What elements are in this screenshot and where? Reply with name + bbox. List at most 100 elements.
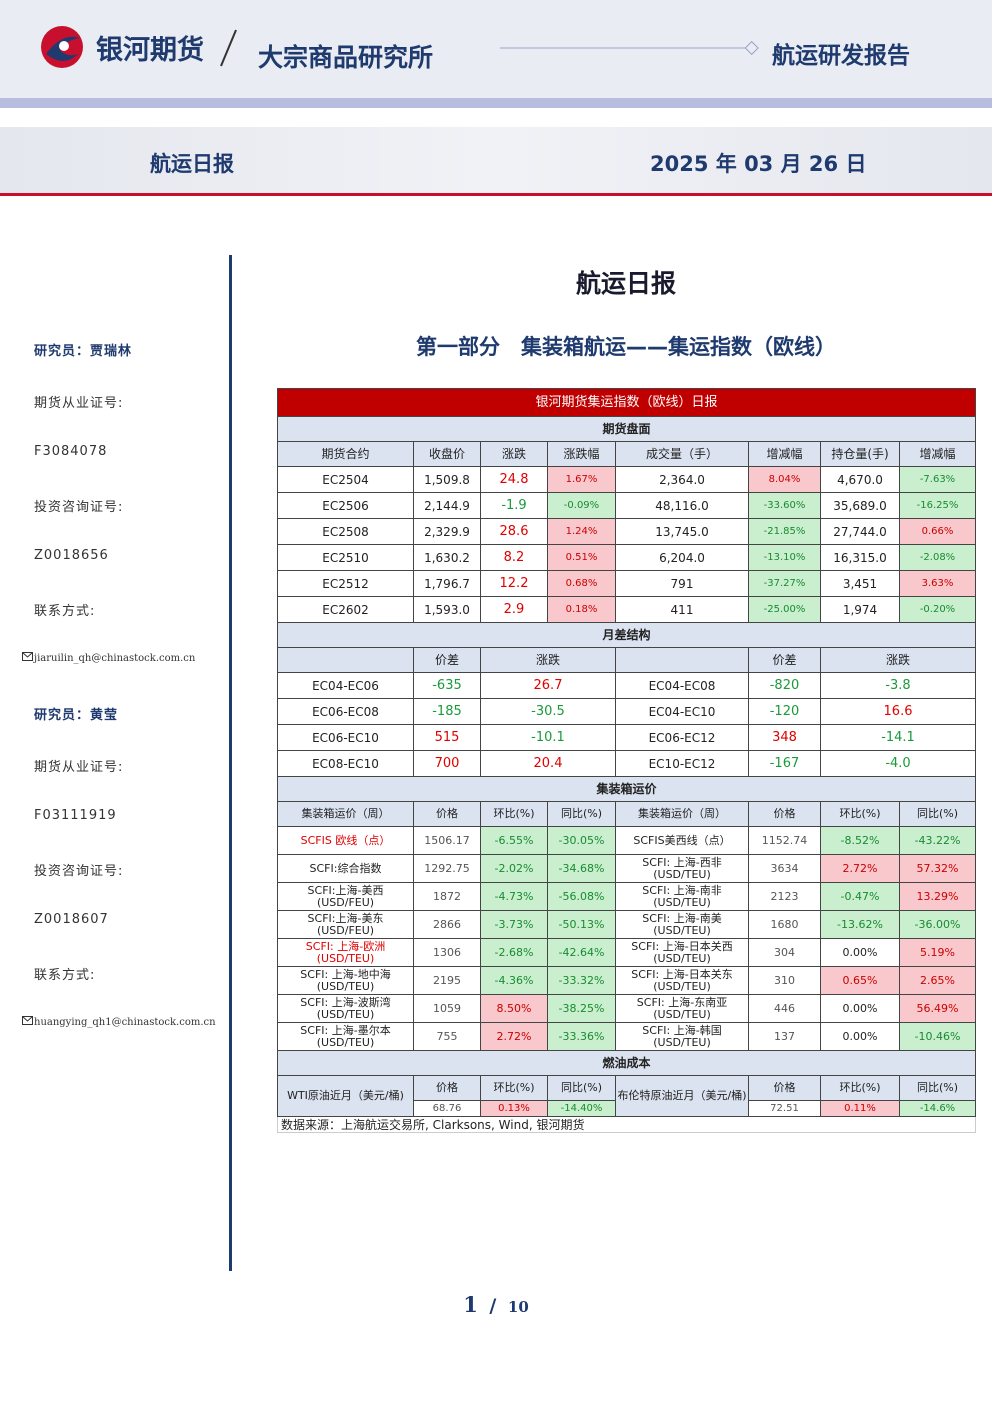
table-cell: 环比(%): [820, 1075, 900, 1101]
table-cell: [277, 647, 414, 673]
stripe: [0, 98, 992, 108]
table-cell: 28.6: [480, 518, 548, 545]
side-item: F03111919: [34, 808, 117, 823]
main-title: 航运日报: [575, 269, 676, 298]
table-cell: SCFI:上海-美东 (USD/FEU): [277, 910, 414, 939]
table-cell: -167: [748, 750, 821, 777]
table-cell: 3,451: [820, 570, 900, 597]
table-cell: -2.02%: [480, 854, 548, 883]
table-cell: -56.08%: [547, 882, 616, 911]
table-row: EC2506 2,144.9 -1.9 -0.09% 48,116.0 -33.60% 35…: [277, 492, 977, 519]
table-cell: -38.25%: [547, 994, 616, 1023]
table-cell: 5.19%: [898, 938, 977, 967]
table-cell: SCFI:综合指数: [277, 854, 414, 883]
table-cell: SCFI: 上海-西非 (USD/TEU): [615, 854, 749, 883]
table-cell: 1,593.0: [413, 596, 481, 623]
table-cell: -635: [413, 672, 481, 699]
table-cell: 6,204.0: [615, 544, 749, 571]
side-text: 投资咨询证号:: [34, 500, 124, 515]
table-cell: -0.47%: [820, 882, 900, 911]
table-cell: 期货合约: [277, 441, 414, 467]
table-cell: 集装箱运价: [276, 776, 977, 802]
side-text: 投资咨询证号:: [34, 864, 124, 879]
table-cell: 0.11%: [820, 1100, 900, 1117]
banner-title: 航运日报: [150, 152, 234, 176]
table-cell: 集装箱运价（周）: [615, 801, 749, 827]
rule: [500, 40, 759, 56]
table-cell: EC06-EC10: [277, 724, 414, 751]
table-cell: 燃油成本: [276, 1050, 977, 1076]
table-cell: 同比(%): [898, 801, 977, 827]
table-cell: SCFI: 上海-韩国 (USD/TEU): [615, 1022, 749, 1051]
table-cell: 57.32%: [898, 854, 977, 883]
table-cell: 1059: [413, 994, 481, 1023]
table-cell: 1,796.7: [413, 570, 481, 597]
data-table: 银河期货集运指数（欧线）日报 期货盘面 期货合约 收盘价 涨跌 涨跌幅 成交量（手） 增减幅持…: [276, 388, 977, 1133]
table-cell: SCFIS美西线（点）: [615, 826, 749, 855]
table-cell: -42.64%: [547, 938, 616, 967]
table-cell: 2,329.9: [413, 518, 481, 545]
table-cell: [615, 647, 749, 673]
table-cell: -43.22%: [898, 826, 977, 855]
table-cell: -13.10%: [748, 544, 821, 571]
side-item: 联系方式:: [34, 964, 95, 983]
side-item: 投资咨询证号:: [34, 496, 123, 515]
table-cell: SCFI: 上海-日本关西 (USD/TEU): [615, 938, 749, 967]
table-cell: 月差结构: [276, 622, 977, 648]
table-cell: 8.04%: [748, 466, 821, 493]
table-cell: SCFIS 欧线（点）: [277, 826, 414, 855]
table-cell: 2866: [413, 910, 481, 939]
table-cell: 348: [748, 724, 821, 751]
side-text: F03111919: [34, 808, 117, 823]
table-cell: 同比(%): [898, 1075, 977, 1101]
report-type: 航运研发报告: [772, 43, 910, 69]
table-cell: -33.60%: [748, 492, 821, 519]
side-text: jiaruilin_qh@chinastock.com.cn: [34, 653, 196, 664]
table-cell: 价格: [413, 801, 481, 827]
table-cell: -33.36%: [547, 1022, 616, 1051]
table-cell: -30.05%: [547, 826, 616, 855]
table-row: EC2602 1,593.0 2.9 0.18% 411 -25.00% 1,974 -0.2…: [277, 596, 977, 623]
table-cell: 收盘价: [413, 441, 481, 467]
side-item: Z0018656: [34, 548, 109, 563]
table-row: SCFI:上海-美西 (USD/FEU) 1872 -4.73% -56.08% SCF…: [277, 882, 977, 911]
table-cell: 13.29%: [898, 882, 977, 911]
table-cell: 涨跌: [480, 441, 548, 467]
table-row: EC2510 1,630.2 8.2 0.51% 6,204.0 -13.10% 16,31…: [277, 544, 977, 571]
table-cell: -25.00%: [748, 596, 821, 623]
email: jiaruilin_qh@chinastock.com.cn: [22, 652, 195, 664]
table-cell: -0.09%: [547, 492, 616, 519]
table-row: SCFI:上海-美东 (USD/FEU) 2866 -3.73% -50.13% SCF…: [277, 910, 977, 939]
table-cell: EC2510: [277, 544, 414, 571]
table-cell: WTI原油近月（美元/桶): [277, 1075, 414, 1117]
table-cell: 1292.75: [413, 854, 481, 883]
table-cell: 1,509.8: [413, 466, 481, 493]
table-cell: 价差: [413, 647, 481, 673]
table-cell: 12.2: [480, 570, 548, 597]
table-cell: SCFI: 上海-南非 (USD/TEU): [615, 882, 749, 911]
table-cell: -1.9: [480, 492, 548, 519]
table-cell: -10.1: [480, 724, 616, 751]
side-text: 期货从业证号:: [34, 396, 124, 411]
table-cell: 期货盘面: [276, 416, 977, 442]
table-cell: SCFI:上海-美西 (USD/FEU): [277, 882, 414, 911]
table-row: SCFI: 上海-地中海 (USD/TEU) 2195 -4.36% -33.32% S…: [277, 966, 977, 995]
table-cell: 1506.17: [413, 826, 481, 855]
table-cell: -120: [748, 698, 821, 725]
total: 10: [507, 1298, 529, 1316]
table-row: 银河期货集运指数（欧线）日报: [276, 388, 977, 417]
table-cell: 16,315.0: [820, 544, 900, 571]
side-text: 联系方式:: [34, 968, 96, 983]
table-cell: 1,630.2: [413, 544, 481, 571]
table-cell: -820: [748, 672, 821, 699]
side-text: huangying_qh1@chinastock.com.cn: [34, 1017, 216, 1028]
table-cell: -16.25%: [898, 492, 977, 519]
table-cell: 24.8: [480, 466, 548, 493]
table-cell: 515: [413, 724, 481, 751]
table-cell: 137: [748, 1022, 821, 1051]
table-cell: SCFI: 上海-地中海 (USD/TEU): [277, 966, 414, 995]
table-cell: 4,670.0: [820, 466, 900, 493]
red-line: [0, 193, 992, 196]
table-cell: 2.9: [480, 596, 548, 623]
analyst-name: 研究员：贾瑞林: [34, 344, 133, 359]
